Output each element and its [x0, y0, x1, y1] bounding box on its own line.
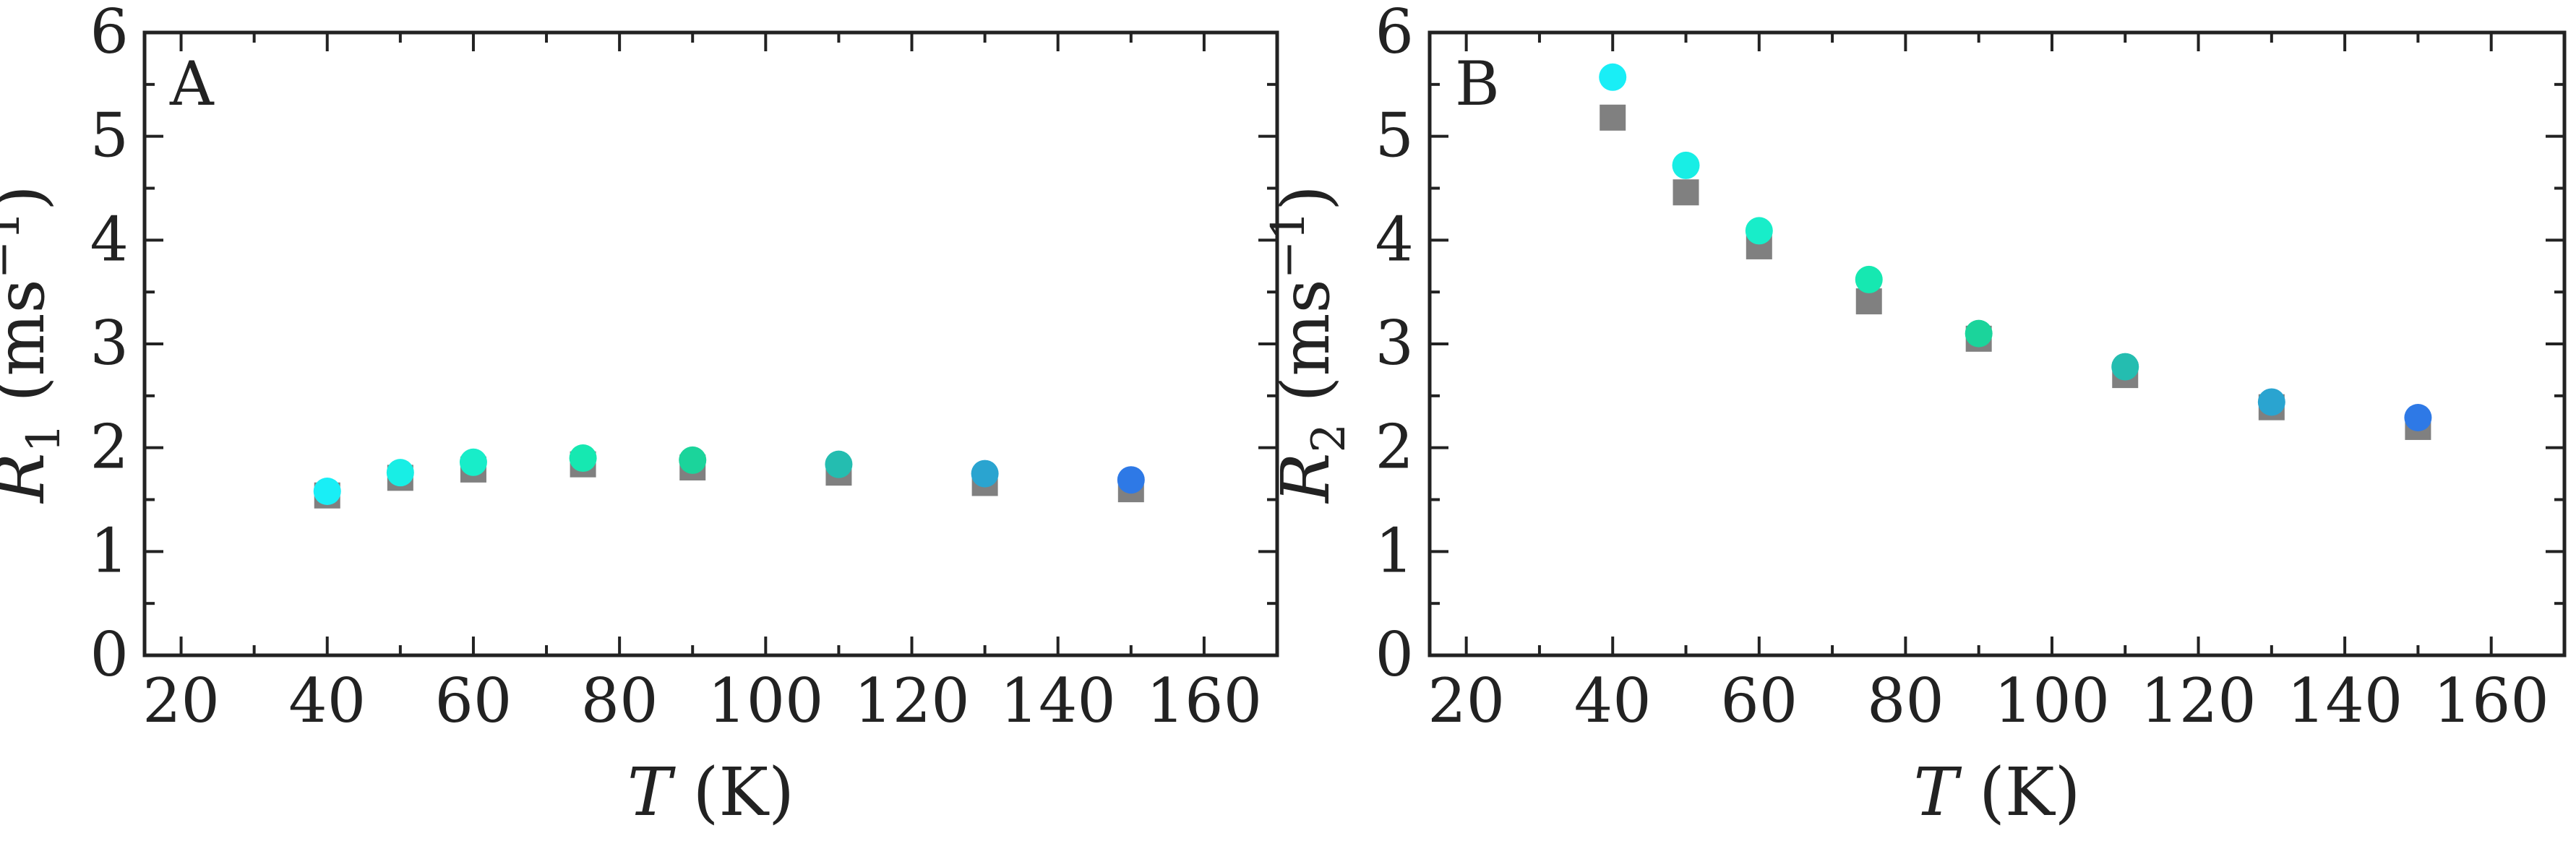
x-tick-label: 100 [708, 665, 823, 736]
data-point-circle [1599, 63, 1627, 91]
x-tick-label: 60 [1720, 665, 1798, 736]
y-axis-title: R1 (ms−1) [0, 185, 71, 504]
x-axis-variable: T [627, 754, 676, 831]
y-axis-unit: (ms [1267, 279, 1344, 423]
y-tick-label: 2 [90, 412, 129, 483]
x-tick-label: 20 [142, 665, 220, 736]
x-axis-unit: (K) [671, 754, 794, 831]
data-point-circle [1117, 466, 1145, 494]
x-tick-label: 120 [854, 665, 969, 736]
x-tick-label: 140 [2287, 665, 2403, 736]
data-point-circle [971, 460, 999, 488]
x-tick-label: 20 [1427, 665, 1505, 736]
x-tick-label: 140 [1000, 665, 1116, 736]
data-point-circle [1855, 265, 1883, 293]
panel-label: A [169, 48, 215, 119]
data-point-circle [2257, 388, 2285, 416]
data-point-square [1673, 179, 1699, 206]
x-axis-unit: (K) [1958, 754, 2081, 831]
x-axis-title: T (K) [1913, 754, 2080, 831]
y-axis-subscript: 2 [1302, 423, 1356, 453]
x-tick-label: 80 [1867, 665, 1944, 736]
y-axis-superscript: −1 [0, 211, 30, 279]
panel-label: B [1455, 48, 1500, 119]
x-axis-title: T (K) [627, 754, 794, 831]
y-tick-label: 6 [1375, 0, 1414, 67]
y-tick-label: 2 [1375, 412, 1414, 483]
y-tick-label: 4 [1375, 204, 1414, 275]
y-tick-label: 6 [90, 0, 129, 67]
x-tick-label: 60 [434, 665, 512, 736]
y-tick-label: 5 [1375, 100, 1414, 171]
data-point-circle [1745, 217, 1773, 245]
data-point-circle [386, 459, 414, 487]
x-tick-label: 160 [2434, 665, 2549, 736]
chart-panel-b: 20 40 60 80 100 120 140 160 0 1 2 3 4 5 6B T (K) R2 (ms−… [1262, 0, 2567, 831]
y-axis-unit-close: ) [1267, 185, 1344, 211]
y-axis-unit: (ms [0, 279, 59, 423]
plot-frame [142, 30, 1279, 657]
data-point-circle [313, 478, 341, 506]
data-point-square [1600, 104, 1626, 131]
y-axis-unit-close: ) [0, 185, 59, 211]
data-point-circle [2404, 404, 2432, 432]
y-tick-label: 0 [1375, 619, 1414, 690]
y-axis-superscript: −1 [1262, 211, 1315, 279]
y-tick-label: 1 [1375, 515, 1414, 586]
data-point-circle [2111, 353, 2139, 381]
data-point-circle [1672, 151, 1700, 179]
x-axis-variable: T [1913, 754, 1962, 831]
data-point-circle [679, 446, 707, 474]
data-point-circle [459, 448, 487, 476]
y-axis-subscript: 1 [17, 423, 71, 453]
y-tick-label: 4 [90, 204, 129, 275]
data-point-circle [1965, 319, 1993, 348]
y-axis-variable: R [0, 453, 59, 504]
x-tick-label: 40 [1574, 665, 1652, 736]
x-tick-label: 160 [1146, 665, 1262, 736]
data-point-circle [569, 444, 597, 473]
y-tick-label: 3 [1375, 308, 1414, 379]
data-point-circle [825, 450, 853, 478]
y-tick-label: 5 [90, 100, 129, 171]
y-tick-label: 1 [90, 515, 129, 586]
x-tick-label: 80 [581, 665, 658, 736]
y-axis-title: R2 (ms−1) [1262, 185, 1356, 504]
x-tick-label: 100 [1994, 665, 2110, 736]
y-axis-variable: R [1267, 453, 1344, 504]
y-tick-label: 0 [90, 619, 129, 690]
x-tick-label: 40 [288, 665, 366, 736]
x-tick-label: 120 [2140, 665, 2256, 736]
y-tick-label: 3 [90, 308, 129, 379]
